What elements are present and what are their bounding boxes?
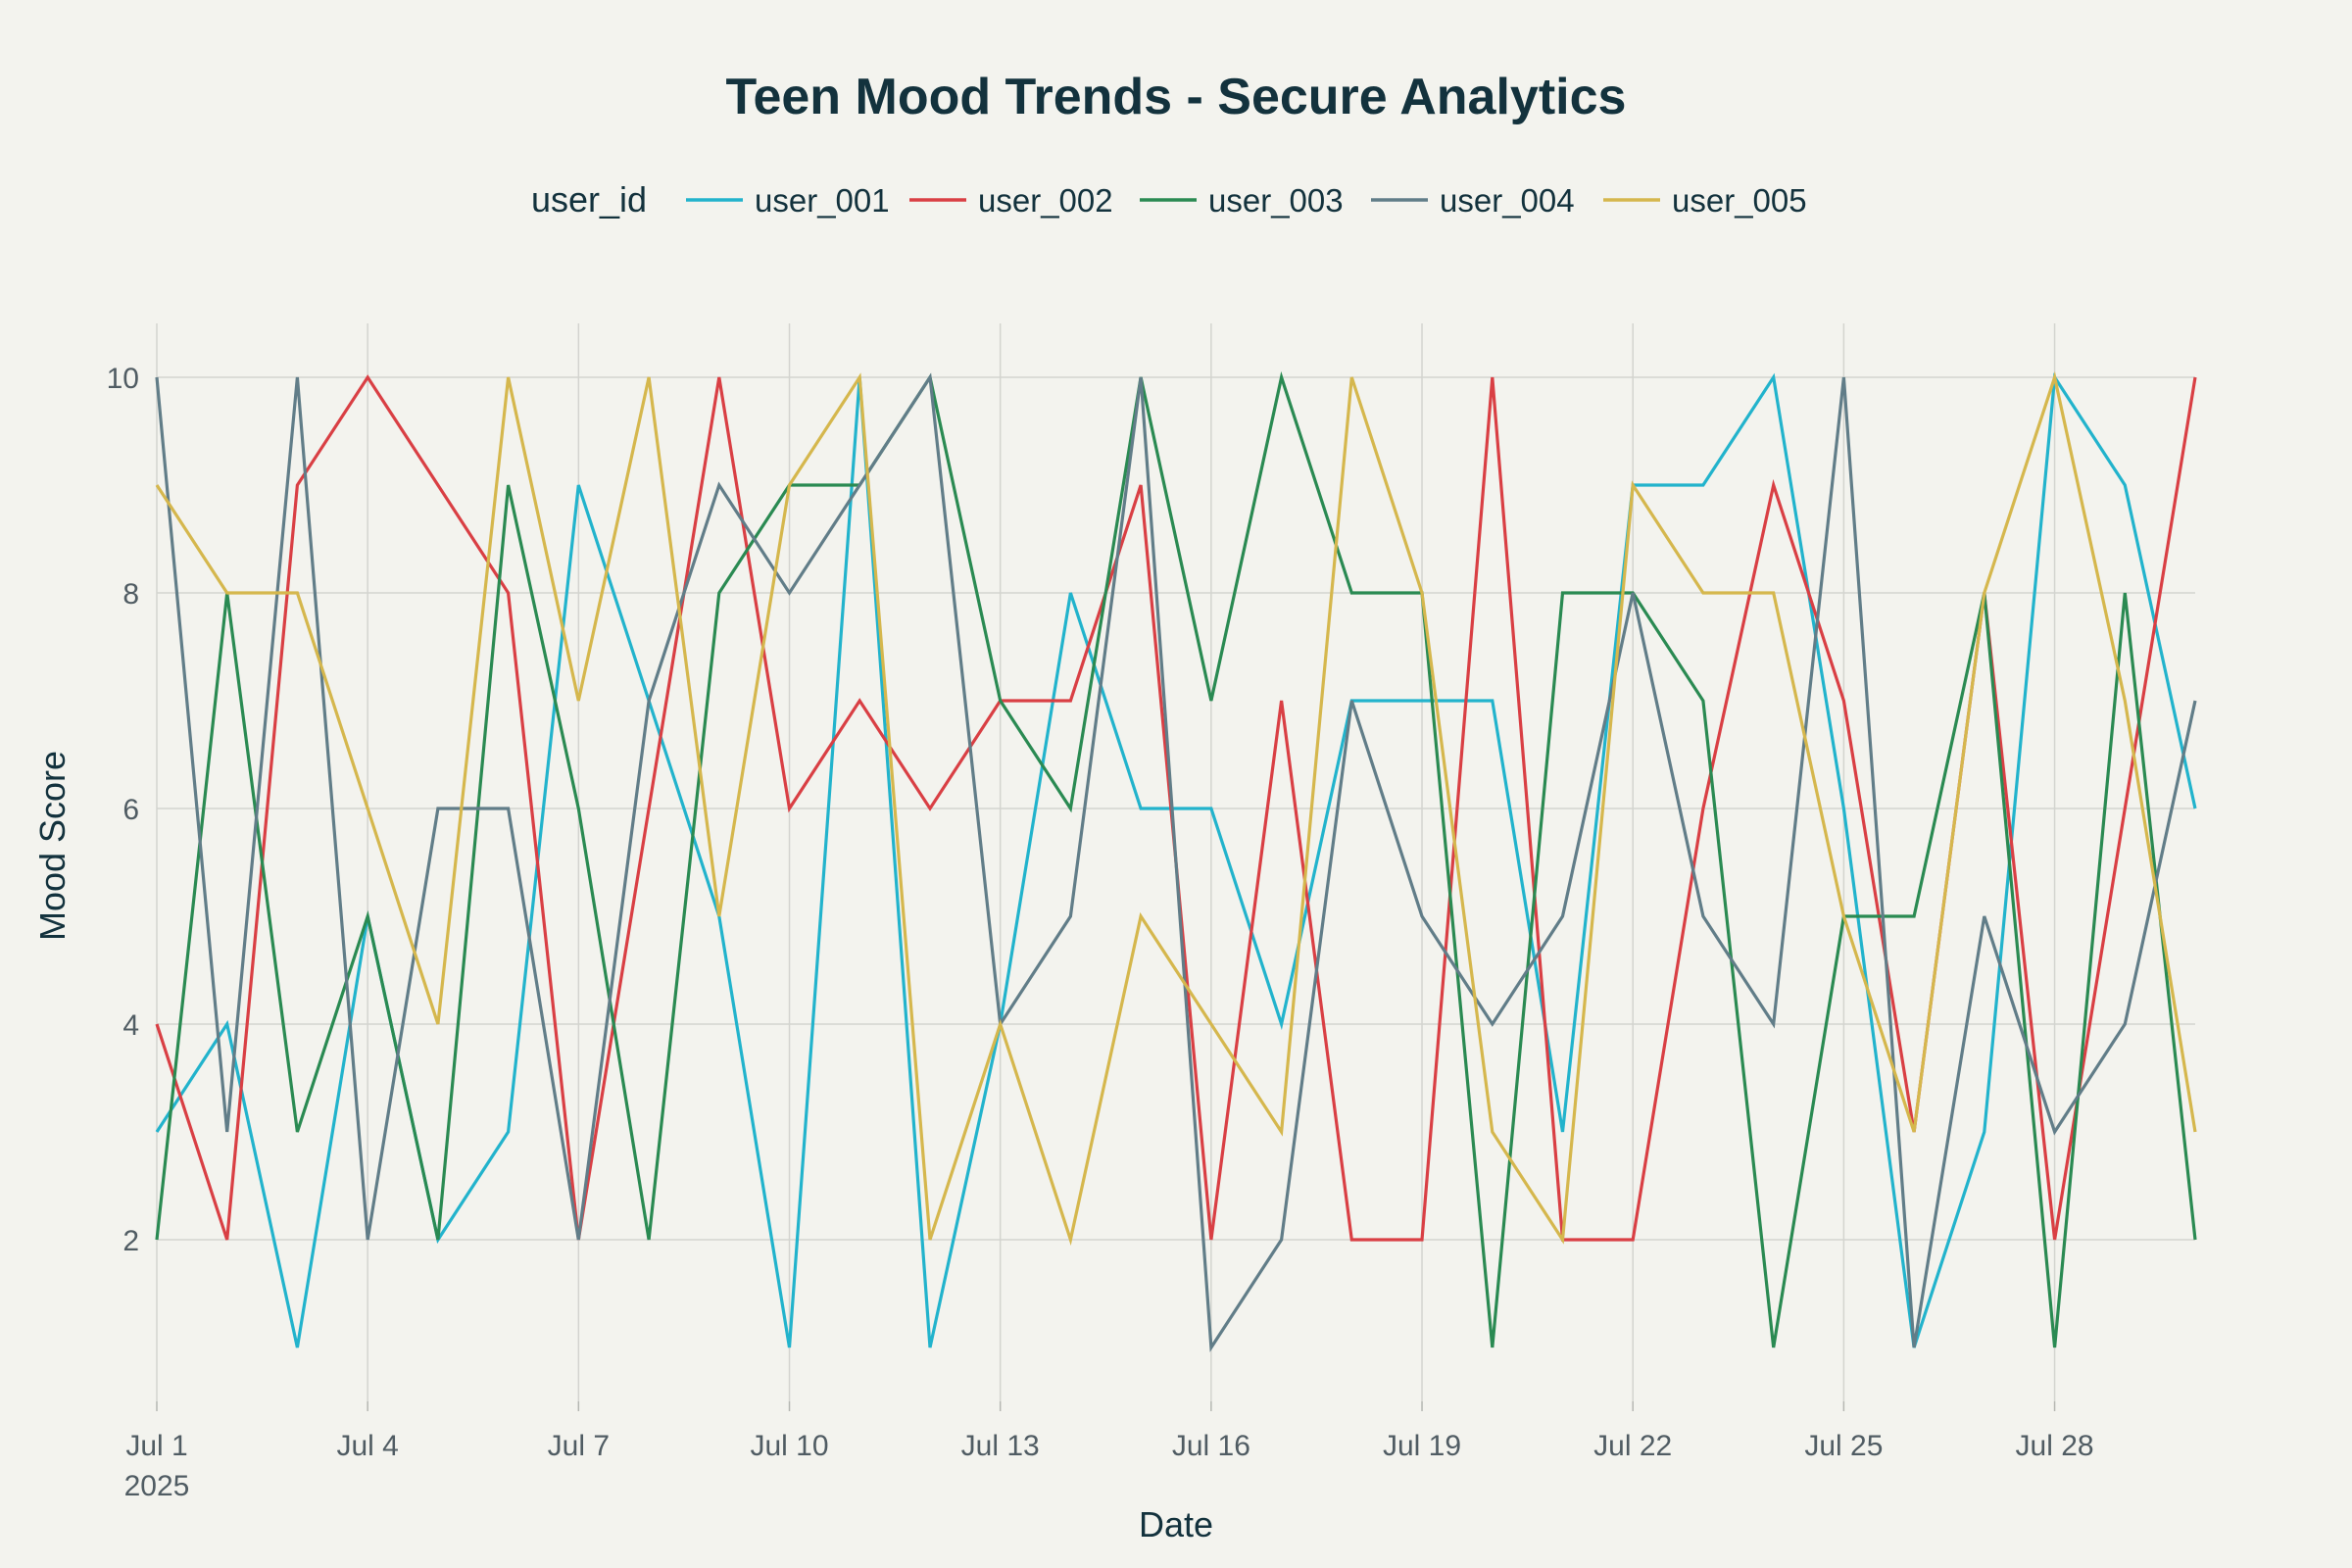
x-tick-year-label: 2025 [124, 1470, 190, 1502]
legend[interactable]: user_id user_001 user_002 user_003 user_004… [531, 179, 1807, 220]
y-tick-label: 6 [122, 794, 139, 826]
y-axis-title: Mood Score [32, 751, 73, 941]
legend-label: user_003 [1208, 182, 1344, 219]
legend-title: user_id [531, 179, 647, 220]
y-tick-label: 4 [122, 1009, 139, 1042]
legend-item-user_002[interactable]: user_002 [909, 182, 1113, 219]
x-axis-ticks: Jul 1 2025 Jul 4 Jul 7 Jul 10 Jul 13 Jul 16 Jul… [124, 1401, 2094, 1502]
legend-label: user_004 [1440, 182, 1575, 219]
series-line-user_003[interactable] [155, 370, 2197, 1348]
chart-title: Teen Mood Trends - Secure Analytics [726, 69, 1627, 125]
x-tick-label: Jul 13 [961, 1430, 1040, 1462]
y-axis-ticks: 2 4 6 8 10 [107, 363, 139, 1257]
legend-item-user_005[interactable]: user_005 [1603, 182, 1807, 219]
legend-label: user_001 [755, 182, 890, 219]
x-tick-label: Jul 28 [2016, 1430, 2094, 1462]
series-line-user_005[interactable] [155, 370, 2197, 1247]
x-tick-label: Jul 25 [1804, 1430, 1883, 1462]
x-tick-label: Jul 19 [1383, 1430, 1461, 1462]
series-lines [155, 370, 2197, 1352]
y-tick-label: 8 [122, 578, 139, 611]
x-tick-label: Jul 4 [336, 1430, 398, 1462]
x-tick-label: Jul 7 [548, 1430, 610, 1462]
x-tick-label: Jul 1 [125, 1430, 187, 1462]
y-tick-label: 2 [122, 1225, 139, 1257]
x-axis-title: Date [1139, 1504, 1213, 1544]
y-tick-label: 10 [107, 363, 139, 395]
legend-item-user_001[interactable]: user_001 [686, 182, 890, 219]
legend-label: user_005 [1672, 182, 1807, 219]
legend-item-user_004[interactable]: user_004 [1371, 182, 1575, 219]
x-tick-label: Jul 10 [750, 1430, 828, 1462]
grid [156, 323, 2195, 1401]
series-line-user_001[interactable] [155, 372, 2197, 1348]
series-line-user_004[interactable] [155, 372, 2197, 1352]
x-tick-label: Jul 22 [1593, 1430, 1672, 1462]
x-tick-label: Jul 16 [1172, 1430, 1250, 1462]
legend-item-user_003[interactable]: user_003 [1140, 182, 1344, 219]
legend-label: user_002 [978, 182, 1113, 219]
